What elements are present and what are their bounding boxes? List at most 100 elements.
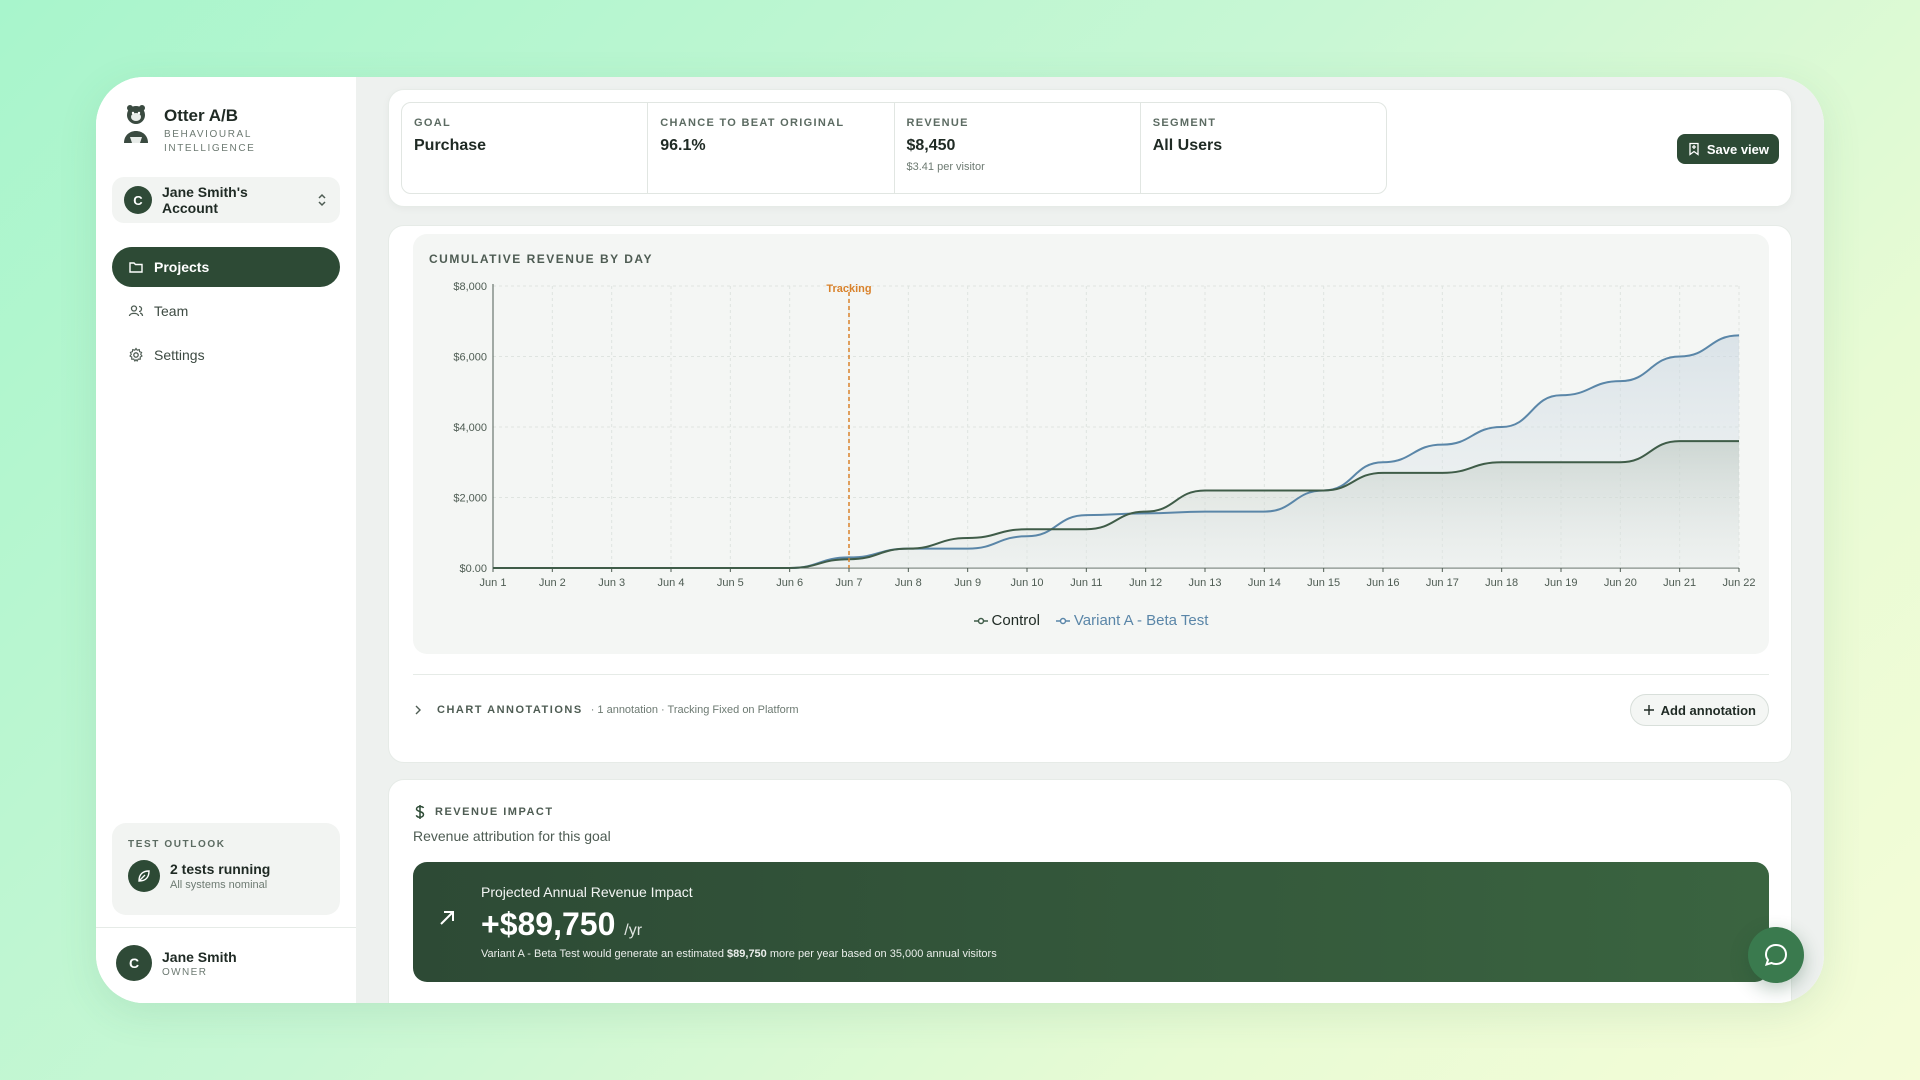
impact-amount: +$89,750	[481, 906, 616, 942]
x-tick-label: Jun 15	[1307, 577, 1340, 589]
chart-title: CUMULATIVE REVENUE BY DAY	[429, 252, 653, 266]
metric-value: 96.1%	[660, 137, 706, 154]
account-switcher[interactable]: C Jane Smith's Account	[112, 177, 340, 223]
sidebar-item-projects[interactable]: Projects	[112, 247, 340, 287]
y-tick-label: $0.00	[459, 563, 487, 575]
x-tick-label: Jun 2	[539, 577, 566, 589]
annotations-title[interactable]: CHART ANNOTATIONS	[437, 704, 583, 716]
desc-post: more per year based on 35,000 annual vis…	[766, 948, 997, 960]
divider	[413, 674, 1769, 675]
x-tick-label: Jun 13	[1188, 577, 1221, 589]
y-tick-label: $4,000	[453, 422, 487, 434]
brand-tagline: BEHAVIOURAL	[164, 129, 252, 140]
x-tick-label: Jun 3	[598, 577, 625, 589]
metric-value: Purchase	[414, 137, 487, 154]
app-window: Otter A/B BEHAVIOURAL INTELLIGENCE C Jan…	[96, 77, 1824, 1003]
outlook-status: 2 tests running	[170, 861, 271, 877]
add-annotation-label: Add annotation	[1660, 702, 1756, 718]
x-tick-label: Jun 8	[895, 577, 922, 589]
desc-amount: $89,750	[727, 948, 767, 960]
plus-icon	[1643, 705, 1654, 715]
arrow-up-right-icon	[440, 911, 454, 925]
y-tick-label: $6,000	[453, 352, 487, 364]
brand-name: Otter A/B	[164, 106, 238, 125]
user-role: OWNER	[162, 966, 208, 978]
chat-button[interactable]	[1748, 927, 1804, 983]
account-name: Jane Smith's Account	[162, 184, 248, 216]
leaf-icon	[128, 860, 160, 892]
metric-label: CHANCE TO BEAT ORIGINAL	[660, 117, 845, 129]
chart-legend: Control Variant A - Beta Test	[413, 612, 1769, 629]
sidebar-item-team[interactable]: Team	[112, 291, 340, 331]
users-icon	[128, 305, 144, 317]
legend-item-control[interactable]: Control	[973, 612, 1040, 629]
divider	[96, 927, 356, 928]
chevron-right-icon[interactable]	[413, 704, 423, 716]
projected-impact-label: Projected Annual Revenue Impact	[481, 884, 693, 900]
add-annotation-button[interactable]: Add annotation	[1629, 694, 1769, 726]
x-tick-label: Jun 5	[717, 577, 744, 589]
save-view-button[interactable]: Save view	[1676, 134, 1779, 164]
series-line-control	[493, 440, 1739, 569]
chart-container: CUMULATIVE REVENUE BY DAY $0.00 $2,000 $4,…	[413, 234, 1769, 654]
metric-label: REVENUE	[906, 117, 969, 129]
test-outlook-card[interactable]: TEST OUTLOOK 2 tests running All systems…	[112, 823, 340, 915]
summary-card: GOAL Purchase CHANCE TO BEAT ORIGINAL 96…	[388, 89, 1792, 207]
sidebar-nav: Projects Team Settings	[112, 247, 340, 379]
metric-value: All Users	[1152, 137, 1223, 154]
metric-sub: $3.41 per visitor	[906, 161, 985, 173]
projected-impact-description: Variant A - Beta Test would generate an …	[481, 948, 997, 960]
account-avatar: C	[124, 186, 152, 214]
revenue-chart: $0.00 $2,000 $4,000 $6,000 $8,000 Jun 1 Jun 2 J…	[453, 281, 1755, 589]
sidebar-item-label: Projects	[154, 259, 210, 275]
annotations-summary: · 1 annotation · Tracking Fixed on Platf…	[590, 704, 799, 716]
folder-icon	[129, 262, 143, 273]
x-tick-label: Jun 16	[1366, 577, 1399, 589]
x-tick-label: Jun 11	[1070, 577, 1102, 589]
chart-annotations-row: CHART ANNOTATIONS · 1 annotation · Track…	[413, 694, 1769, 726]
otter-logo-icon	[124, 105, 148, 143]
sidebar: Otter A/B BEHAVIOURAL INTELLIGENCE C Jan…	[96, 77, 356, 1003]
brand[interactable]: Otter A/B BEHAVIOURAL INTELLIGENCE	[118, 103, 255, 156]
revenue-impact-title: REVENUE IMPACT	[435, 806, 554, 818]
sidebar-item-settings[interactable]: Settings	[112, 335, 340, 375]
chat-bubble-icon	[1764, 943, 1788, 967]
x-tick-label: Jun 12	[1129, 577, 1162, 589]
user-profile[interactable]: C Jane Smith OWNER	[116, 945, 237, 981]
impact-unit: /yr	[624, 922, 643, 939]
annotation-label: Tracking	[826, 283, 871, 295]
user-name: Jane Smith	[162, 948, 237, 965]
metric-goal: GOAL Purchase	[402, 103, 649, 193]
y-tick-label: $2,000	[453, 493, 487, 505]
sidebar-item-label: Team	[154, 303, 189, 319]
x-tick-label: Jun 9	[954, 577, 981, 589]
chevron-updown-icon	[318, 193, 326, 207]
bookmark-icon	[1689, 142, 1699, 156]
x-tick-label: Jun 7	[836, 577, 863, 589]
avatar: C	[116, 945, 152, 981]
x-tick-label: Jun 19	[1544, 577, 1577, 589]
legend-marker-icon	[973, 617, 988, 624]
x-tick-label: Jun 18	[1485, 577, 1518, 589]
outlook-title: TEST OUTLOOK	[128, 839, 226, 850]
y-tick-label: $8,000	[453, 281, 487, 293]
legend-marker-icon	[1055, 617, 1070, 624]
metric-revenue: REVENUE $8,450 $3.41 per visitor	[895, 103, 1141, 193]
x-tick-label: Jun 17	[1426, 577, 1459, 589]
metric-value: $8,450	[906, 137, 956, 154]
gear-icon	[129, 347, 143, 362]
legend-item-variant[interactable]: Variant A - Beta Test	[1055, 612, 1208, 629]
metric-segment: SEGMENT All Users	[1141, 103, 1386, 193]
x-tick-label: Jun 1	[480, 577, 507, 589]
x-tick-label: Jun 4	[658, 577, 685, 589]
projected-impact-banner: Projected Annual Revenue Impact +$89,750…	[413, 862, 1769, 982]
x-tick-label: Jun 22	[1722, 577, 1755, 589]
metric-chance: CHANCE TO BEAT ORIGINAL 96.1%	[648, 103, 895, 193]
x-tick-label: Jun 14	[1248, 577, 1281, 589]
brand-tagline-2: INTELLIGENCE	[164, 143, 256, 154]
metric-label: SEGMENT	[1152, 117, 1217, 129]
projected-impact-value: +$89,750 /yr	[481, 906, 642, 943]
sidebar-item-label: Settings	[154, 347, 205, 363]
metric-label: GOAL	[414, 117, 451, 129]
metrics-strip: GOAL Purchase CHANCE TO BEAT ORIGINAL 96…	[401, 102, 1387, 194]
